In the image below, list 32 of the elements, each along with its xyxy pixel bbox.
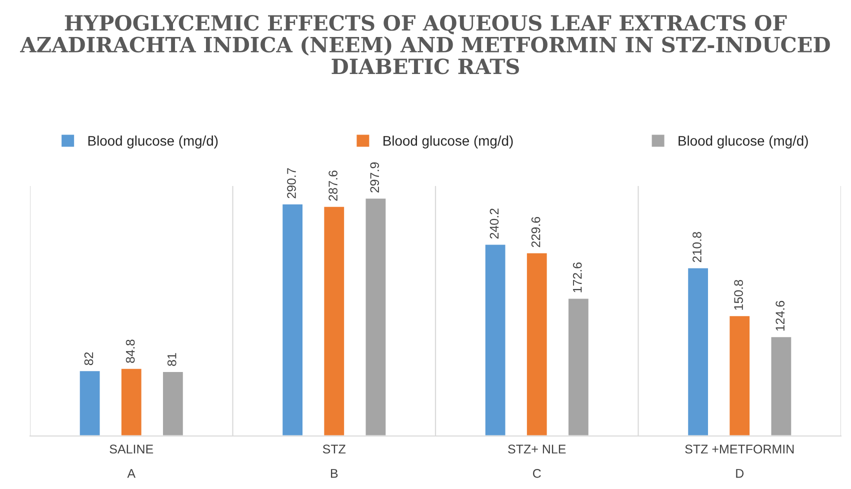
data-label: 172.6 (572, 262, 582, 292)
data-label: 240.2 (490, 208, 499, 239)
bar (686, 266, 710, 436)
category-label: STZ +METFORMIN D (685, 444, 794, 478)
data-label: 82 (84, 352, 94, 366)
data-label: 229.6 (531, 216, 540, 248)
data-label: 124.6 (776, 300, 785, 331)
bar (770, 336, 793, 436)
category-label: STZ+ NLE C (508, 444, 566, 478)
data-label: 84.8 (126, 340, 135, 363)
legend-label: Blood glucose (mg/d) (384, 136, 513, 148)
legend-label: Blood glucose (mg/d) (88, 136, 218, 148)
bar (567, 297, 590, 436)
data-label: 210.8 (692, 232, 702, 262)
bar (364, 197, 388, 436)
bar (526, 252, 548, 436)
category-label: STZ B (322, 444, 346, 478)
chart-title: HYPOGLYCEMIC EFFECTS OF AQUEOUS LEAF EXTRACTS OF AZADIRACHTA INDICA (NEEM) AND METFORMIN IN STZ-INDUCED DIABETIC RATS (20, 15, 830, 74)
category-label: SALINE A (110, 444, 154, 478)
bar (484, 243, 507, 436)
data-label: 290.7 (287, 168, 296, 198)
bar (322, 205, 346, 436)
bar (78, 370, 102, 436)
bar (120, 368, 143, 436)
legend-label: Blood glucose (mg/d) (678, 136, 808, 148)
data-label: 297.9 (370, 162, 380, 192)
bar (162, 370, 184, 436)
bar (281, 202, 304, 436)
data-label: 287.6 (328, 170, 338, 201)
data-label: 150.8 (734, 280, 743, 310)
bar (728, 314, 751, 436)
data-label: 81 (167, 353, 176, 366)
